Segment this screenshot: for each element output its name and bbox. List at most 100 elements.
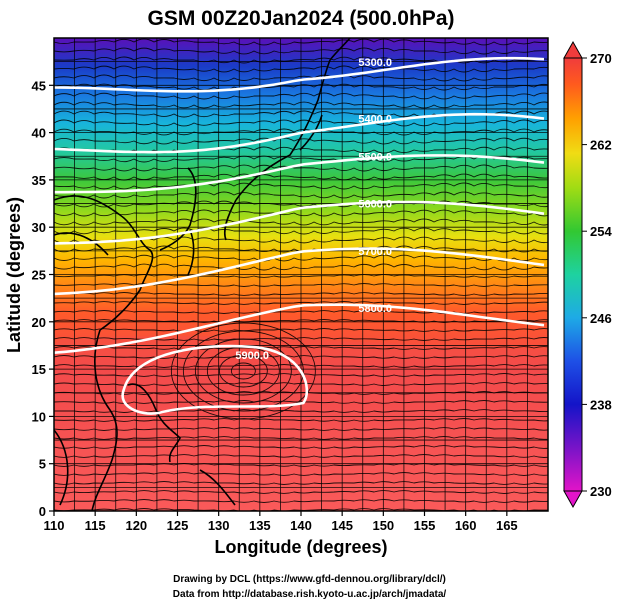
credit-line-1: Drawing by DCL (https://www.gfd-dennou.o… [173, 574, 446, 585]
contour-label: 5700.0 [358, 246, 392, 258]
x-axis-label: Longitude (degrees) [214, 537, 387, 557]
streamline [54, 263, 548, 271]
colorbar-tick-label: 230 [590, 484, 612, 499]
contour-label: 5600.0 [358, 199, 392, 211]
contour-line [54, 200, 545, 245]
streamline [54, 227, 548, 235]
colorbar-min-arrow [563, 490, 583, 509]
contour-label: 5400.0 [358, 114, 392, 126]
x-tick-label: 125 [167, 518, 189, 533]
colorbar-ticks: 230 238 246 254 262 270 [582, 51, 612, 499]
contour-label: 5900.0 [235, 350, 269, 362]
streamline [54, 328, 548, 332]
x-tick-label: 120 [125, 518, 147, 533]
streamline [54, 337, 548, 341]
streamline [54, 499, 548, 503]
y-tick-label: 25 [32, 268, 46, 283]
contour-line [121, 344, 309, 415]
streamline [54, 101, 548, 109]
credit-line-2: Data from http://database.rish.kyoto-u.a… [172, 589, 447, 600]
streamline [54, 274, 548, 278]
streamline [54, 454, 548, 458]
streamline [54, 38, 548, 46]
y-axis-label: Latitude (degrees) [4, 197, 24, 353]
contour-line [54, 56, 545, 93]
streamline [54, 355, 548, 359]
streamline [54, 209, 548, 217]
streamline [54, 436, 548, 440]
x-tick-label: 165 [496, 518, 518, 533]
colorbar-max-arrow [563, 40, 583, 59]
streamline [54, 182, 548, 190]
streamline [54, 310, 548, 314]
lat-lon-grid [54, 38, 548, 511]
streamline [54, 319, 548, 323]
streamline [54, 137, 548, 145]
y-tick-label: 40 [32, 126, 46, 141]
map-area: 5300.0 5400.0 5500.0 5600.0 5700.0 5800.0 5900… [54, 38, 548, 511]
contour-line [54, 154, 545, 194]
contour-line [54, 112, 545, 154]
streamline [54, 164, 548, 172]
streamline [54, 481, 548, 485]
y-tick-label: 10 [32, 409, 46, 424]
colorbar-body [563, 57, 583, 492]
x-tick-label: 115 [85, 518, 106, 533]
colorbar-tick-label: 246 [590, 311, 612, 326]
y-tick-label: 5 [39, 457, 46, 472]
colorbar-tick-label: 238 [590, 397, 612, 412]
colorbar-tick-label: 262 [590, 138, 612, 153]
x-tick-label: 135 [249, 518, 271, 533]
x-tick-label: 150 [372, 518, 394, 533]
contour-line [54, 303, 545, 354]
contour-label: 5800.0 [358, 303, 392, 315]
x-tick-label: 145 [331, 518, 353, 533]
y-tick-label: 15 [32, 362, 46, 377]
streamline [54, 173, 548, 181]
streamline [54, 218, 548, 226]
contour-line [54, 247, 545, 296]
streamline [54, 472, 548, 476]
streamline-vortex [170, 322, 316, 420]
streamline-vortex [230, 362, 256, 380]
y-tick-label: 30 [32, 220, 46, 235]
y-tick-label: 0 [39, 504, 46, 519]
y-tick-label: 20 [32, 315, 46, 330]
x-tick-label: 140 [290, 518, 312, 533]
longitude-ticks: 110 115 120 125 130 135 140 145 150 155 160 165 [44, 511, 518, 533]
colorbar-tick-label: 254 [590, 224, 612, 239]
streamline [54, 346, 548, 350]
streamline [54, 292, 548, 296]
streamline [54, 427, 548, 431]
streamline [54, 74, 548, 82]
contour-label: 5500.0 [358, 151, 392, 163]
streamline [54, 191, 548, 199]
x-tick-label: 110 [44, 518, 65, 533]
streamline [54, 463, 548, 467]
streamline-vortex [182, 330, 304, 412]
wind-streamlines [54, 38, 548, 511]
y-tick-label: 35 [32, 173, 46, 188]
streamline [54, 65, 548, 73]
contour-labels: 5300.0 5400.0 5500.0 5600.0 5700.0 5800.0 5900… [235, 57, 392, 362]
figure-title: GSM 00Z20Jan2024 (500.0hPa) [147, 7, 454, 30]
streamline-vortex [218, 354, 268, 388]
streamline [54, 283, 548, 287]
streamline [54, 364, 548, 368]
height-contours [54, 56, 545, 415]
contour-label: 5300.0 [358, 57, 392, 69]
streamline [54, 92, 548, 100]
streamline [54, 83, 548, 91]
streamline [54, 119, 548, 127]
streamline [54, 301, 548, 305]
streamline [54, 373, 548, 377]
x-tick-label: 130 [208, 518, 230, 533]
streamline [54, 56, 548, 64]
streamline [54, 445, 548, 449]
colorbar: 230 238 246 254 262 270 [563, 40, 612, 509]
streamline [54, 47, 548, 55]
streamline [54, 490, 548, 494]
colorbar-tick-label: 270 [590, 51, 612, 66]
streamline [54, 418, 548, 422]
